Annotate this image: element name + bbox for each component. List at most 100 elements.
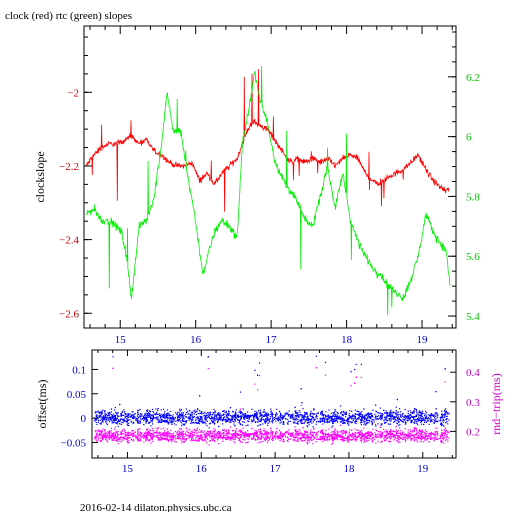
scatter-point [130,414,131,415]
scatter-point [276,431,277,432]
scatter-point [390,410,391,411]
scatter-point [251,421,252,422]
scatter-point [414,430,415,431]
scatter-point [443,433,444,434]
scatter-point [152,409,153,410]
scatter-point [424,413,425,414]
scatter-point [410,431,411,432]
scatter-point [426,415,427,416]
scatter-point [233,433,234,434]
scatter-point [253,436,254,437]
scatter-point [264,428,265,429]
scatter-point [255,434,256,435]
scatter-point [133,422,134,423]
scatter-point [182,419,183,420]
scatter-point [417,419,418,420]
scatter-point [362,416,363,417]
scatter-point [325,362,326,363]
scatter-point [267,425,268,426]
scatter-point [192,413,193,414]
scatter-point [365,433,366,434]
scatter-point [282,415,283,416]
scatter-point [334,430,335,431]
scatter-point [390,438,391,439]
scatter-point [422,438,423,439]
scatter-point [192,438,193,439]
scatter-point [411,422,412,423]
scatter-point [218,426,219,427]
scatter-point [422,417,423,418]
scatter-point [424,422,425,423]
scatter-point [402,433,403,434]
scatter-point [315,435,316,436]
scatter-point [419,410,420,411]
scatter-point [183,441,184,442]
scatter-point [445,428,446,429]
scatter-point [448,420,449,421]
scatter-point [180,429,181,430]
scatter-point [245,432,246,433]
scatter-point [158,427,159,428]
scatter-point [381,441,382,442]
scatter-point [257,425,258,426]
scatter-point [430,417,431,418]
scatter-point [114,429,115,430]
scatter-point [105,414,106,415]
scatter-point [266,412,267,413]
scatter-point [137,433,138,434]
scatter-point [254,417,255,418]
scatter-point [137,429,138,430]
scatter-point [350,439,351,440]
scatter-point [117,436,118,437]
y2-tick-label: 5.8 [466,191,480,203]
scatter-point [331,413,332,414]
scatter-point [175,421,176,422]
scatter-point [177,415,178,416]
scatter-point [233,430,234,431]
scatter-point [264,421,265,422]
scatter-point [109,435,110,436]
scatter-point [132,433,133,434]
scatter-point [177,412,178,413]
scatter-point [108,415,109,416]
scatter-point [389,436,390,437]
scatter-point [205,423,206,424]
scatter-point [214,412,215,413]
scatter-point [107,415,108,416]
scatter-point [185,422,186,423]
scatter-point [223,433,224,434]
scatter-point [164,416,165,417]
scatter-point [334,414,335,415]
scatter-point [192,437,193,438]
scatter-point [382,433,383,434]
scatter-point [364,436,365,437]
scatter-point [316,356,317,357]
scatter-point [361,441,362,442]
scatter-point [123,415,124,416]
scatter-point [174,441,175,442]
scatter-point [196,430,197,431]
scatter-point [109,439,110,440]
scatter-point [224,435,225,436]
scatter-point [163,417,164,418]
scatter-point [146,433,147,434]
scatter-point [272,413,273,414]
scatter-point [280,420,281,421]
scatter-point [384,423,385,424]
scatter-point [298,417,299,418]
scatter-point [200,432,201,433]
scatter-point [324,422,325,423]
scatter-point [207,417,208,418]
scatter-point [364,423,365,424]
scatter-point [208,412,209,413]
scatter-point [355,429,356,430]
scatter-point [422,430,423,431]
scatter-point [361,377,362,378]
x-tick-label: 17 [266,334,278,346]
scatter-point [357,430,358,431]
scatter-point [287,412,288,413]
scatter-point [396,429,397,430]
scatter-point [290,436,291,437]
scatter-point [206,442,207,443]
scatter-point [332,443,333,444]
